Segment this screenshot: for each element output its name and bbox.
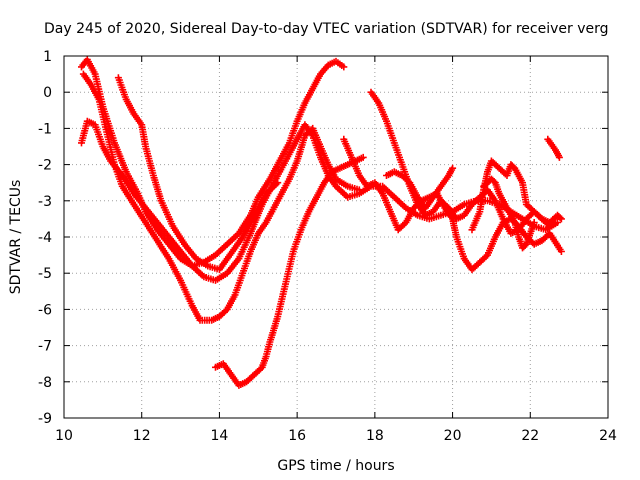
data-point (530, 219, 538, 226)
y-tick-label: -9 (38, 411, 52, 427)
data-point (557, 248, 565, 255)
y-tick-label: -2 (38, 158, 52, 174)
series-track-11 (544, 135, 563, 161)
plot-frame (63, 55, 609, 419)
series-track-3 (79, 70, 363, 324)
x-tick-label: 12 (133, 428, 151, 444)
x-tick-label: 22 (521, 428, 539, 444)
y-axis-label: SDTVAR / TECUs (8, 180, 24, 295)
x-tick-label: 16 (288, 428, 306, 444)
y-tick-label: -6 (38, 302, 52, 318)
x-tick-label: 10 (55, 428, 73, 444)
data-point (359, 153, 367, 161)
data-point (556, 214, 564, 222)
data-point (482, 253, 490, 260)
data-point (557, 215, 565, 223)
y-tick-label: 1 (43, 49, 52, 65)
y-tick-label: -5 (38, 266, 52, 282)
data-point (340, 63, 348, 71)
data-point (555, 153, 563, 161)
data-points (78, 56, 565, 389)
x-axis-label: GPS time / hours (277, 458, 394, 474)
data-point (554, 219, 561, 226)
series-track-10 (480, 175, 538, 252)
series-track-7 (367, 88, 554, 237)
x-tick-label: 20 (444, 428, 462, 444)
data-point (355, 186, 363, 194)
x-tick-label: 24 (599, 428, 617, 444)
chart-title: Day 245 of 2020, Sidereal Day-to-day VTE… (44, 21, 609, 37)
x-tick-label: 14 (211, 428, 229, 444)
series-track-4 (114, 74, 282, 274)
y-tick-label: -4 (38, 230, 52, 246)
data-point (449, 164, 457, 172)
series-track-8 (383, 164, 457, 212)
data-point (274, 179, 282, 187)
x-tick-label: 18 (366, 428, 384, 444)
y-tick-label: -3 (38, 194, 52, 210)
y-tick-label: -1 (38, 121, 52, 137)
y-tick-label: -7 (38, 339, 52, 355)
grid (64, 56, 608, 418)
y-tick-label: 0 (43, 85, 52, 101)
y-tick-label: -8 (38, 375, 52, 391)
series-track-9 (468, 157, 565, 234)
